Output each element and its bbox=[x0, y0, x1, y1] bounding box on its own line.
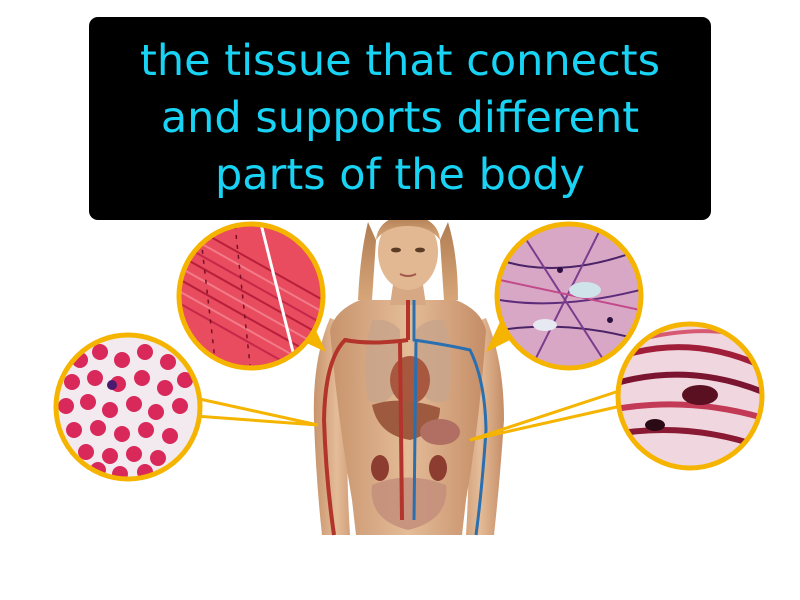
callout-red-blood-cells-icon bbox=[53, 332, 203, 482]
definition-caption-box: the tissue that connects and supports di… bbox=[89, 17, 711, 220]
definition-text: the tissue that connects and supports di… bbox=[140, 33, 660, 204]
callout-muscle-fibers-icon bbox=[176, 221, 326, 371]
human-body-figure bbox=[313, 214, 504, 536]
callout-dense-connective-tissue-icon bbox=[615, 321, 765, 471]
definition-line-2: and supports different bbox=[160, 93, 640, 143]
definition-line-3: parts of the body bbox=[215, 150, 585, 200]
definition-line-1: the tissue that connects bbox=[139, 36, 661, 86]
callout-loose-connective-tissue-icon bbox=[494, 221, 644, 371]
